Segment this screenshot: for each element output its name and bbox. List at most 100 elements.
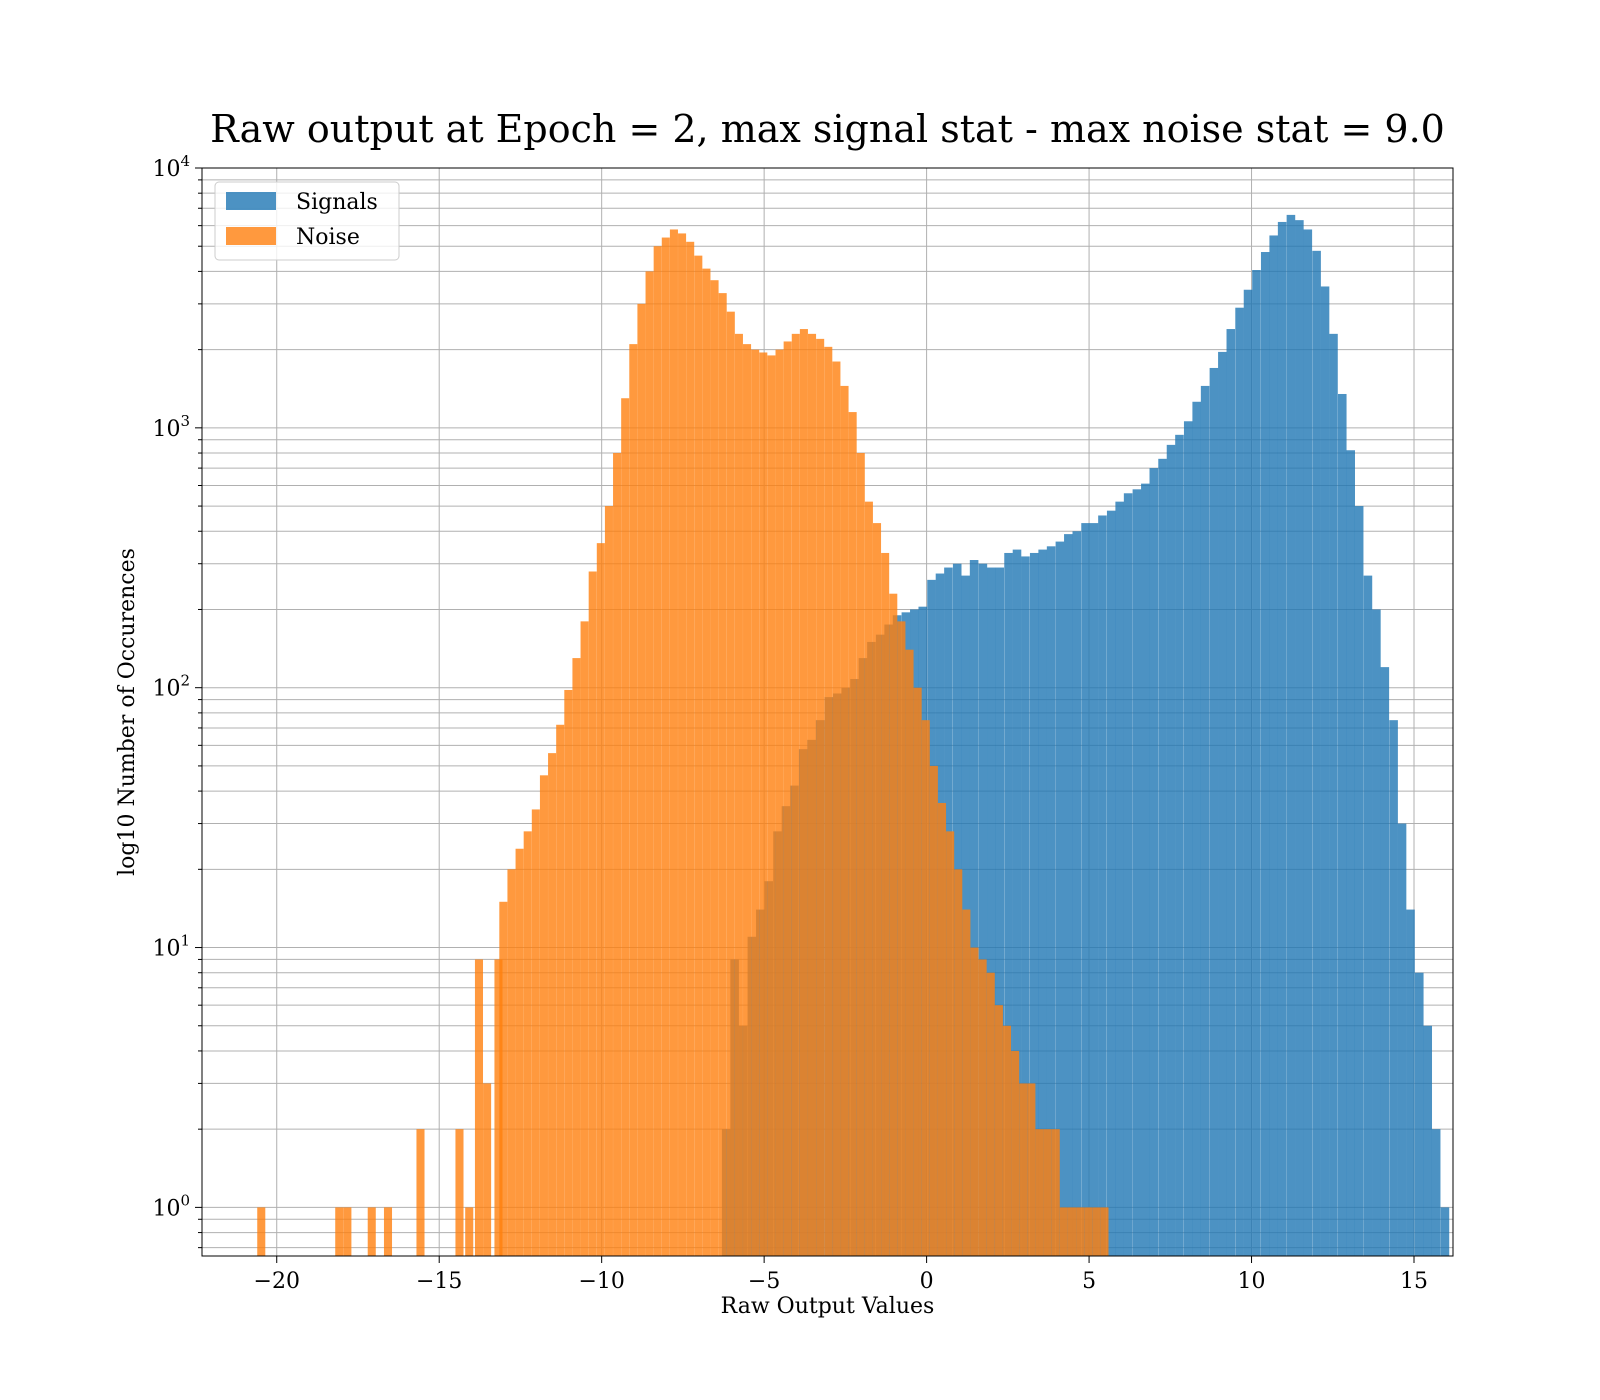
x-tick-label: 5 — [1082, 1269, 1096, 1294]
signals-bar — [1089, 523, 1099, 1256]
noise-bar — [978, 959, 987, 1256]
y-tick-label: 103 — [152, 412, 190, 442]
x-tick-label: 0 — [920, 1269, 934, 1294]
noise-bar — [499, 901, 508, 1256]
signals-bar — [1115, 501, 1124, 1256]
signals-bar — [1406, 909, 1415, 1256]
noise-bar — [588, 571, 597, 1256]
legend-swatch-signals — [226, 192, 276, 210]
noise-bar — [994, 1005, 1003, 1256]
noise-bar — [905, 649, 914, 1256]
noise-bar — [824, 346, 833, 1256]
x-tick-label: 10 — [1238, 1269, 1266, 1294]
y-tick-label: 102 — [152, 672, 190, 702]
signals-bar — [1372, 609, 1381, 1256]
noise-bar — [710, 280, 719, 1256]
signals-bar — [1183, 421, 1193, 1257]
noise-bar — [548, 753, 557, 1256]
noise-bar — [1002, 1025, 1012, 1256]
noise-bar — [791, 333, 800, 1257]
signals-bar — [1098, 515, 1107, 1256]
signals-bar — [1252, 270, 1261, 1256]
noise-bar — [808, 333, 817, 1257]
noise-bar — [596, 543, 605, 1256]
noise-bar — [494, 959, 503, 1256]
signals-bar — [1312, 250, 1321, 1256]
noise-bar — [743, 344, 752, 1256]
signals-bar — [1295, 220, 1304, 1257]
signals-bar — [1431, 1129, 1441, 1256]
signals-bar — [1218, 351, 1227, 1257]
signals-bar — [1166, 444, 1176, 1256]
signals-bar — [1038, 549, 1047, 1256]
noise-bar — [1076, 1207, 1085, 1256]
noise-bar — [653, 246, 662, 1256]
signals-bar — [978, 563, 988, 1256]
noise-bar — [986, 972, 995, 1256]
signals-bar — [1414, 972, 1424, 1256]
noise-bar — [1035, 1129, 1044, 1256]
noise-bar — [539, 775, 548, 1256]
noise-bar — [556, 724, 565, 1256]
noise-bar — [872, 523, 882, 1256]
signals-bar — [1064, 534, 1073, 1256]
noise-bar — [946, 831, 955, 1256]
noise-bar — [645, 271, 654, 1257]
signals-bar — [1303, 229, 1313, 1256]
noise-bar — [343, 1207, 352, 1256]
signals-bar — [1012, 549, 1022, 1256]
noise-bar — [629, 344, 638, 1256]
signals-bar — [1200, 385, 1210, 1256]
signals-bar — [1149, 468, 1159, 1256]
noise-bar — [848, 412, 857, 1256]
noise-bar — [564, 689, 573, 1256]
legend-swatch-noise — [226, 227, 276, 245]
chart-title: Raw output at Epoch = 2, max signal stat… — [210, 107, 1445, 151]
noise-bar — [726, 311, 735, 1257]
signals-bar — [1346, 450, 1355, 1257]
signals-bar — [1337, 393, 1347, 1257]
noise-bar — [465, 1207, 474, 1256]
x-tick-label: −5 — [748, 1269, 780, 1294]
x-tick-label: 15 — [1400, 1269, 1428, 1294]
noise-bar — [775, 349, 784, 1256]
noise-bar — [1092, 1207, 1101, 1256]
noise-bar — [897, 621, 906, 1256]
noise-bar — [335, 1207, 344, 1256]
noise-bar — [678, 233, 687, 1256]
noise-bar — [613, 453, 622, 1256]
noise-bar — [1051, 1129, 1060, 1256]
signals-bar — [1354, 506, 1364, 1257]
legend: Signals Noise — [214, 181, 400, 261]
noise-bar — [702, 268, 711, 1256]
noise-bar — [694, 255, 703, 1256]
noise-bar — [970, 947, 979, 1256]
signals-bar — [1235, 307, 1244, 1256]
noise-bar — [383, 1207, 393, 1256]
signals-bar — [1158, 458, 1167, 1256]
x-tick-label: −10 — [578, 1269, 624, 1294]
y-tick-label: 101 — [152, 932, 190, 962]
noise-bar — [759, 352, 768, 1256]
noise-bar — [531, 809, 540, 1256]
noise-bar — [881, 552, 890, 1256]
signals-bar — [1397, 823, 1407, 1256]
signals-bar — [1380, 667, 1390, 1256]
signals-bar — [1132, 489, 1142, 1256]
noise-bar — [913, 687, 922, 1256]
noise-bar — [661, 237, 670, 1256]
plot-frame — [201, 167, 1454, 1257]
noise-bar — [962, 909, 971, 1256]
noise-bar — [572, 658, 581, 1256]
noise-bar — [840, 385, 849, 1256]
noise-bar — [523, 831, 532, 1256]
noise-bar — [604, 506, 613, 1257]
noise-bar — [1043, 1129, 1052, 1256]
noise-bar — [455, 1129, 464, 1256]
noise-bar — [832, 361, 841, 1256]
signals-bar — [1363, 575, 1373, 1256]
noise-bar — [580, 621, 589, 1256]
noise-bar — [751, 349, 760, 1256]
noise-bar — [686, 241, 695, 1257]
noise-bar — [416, 1129, 425, 1256]
